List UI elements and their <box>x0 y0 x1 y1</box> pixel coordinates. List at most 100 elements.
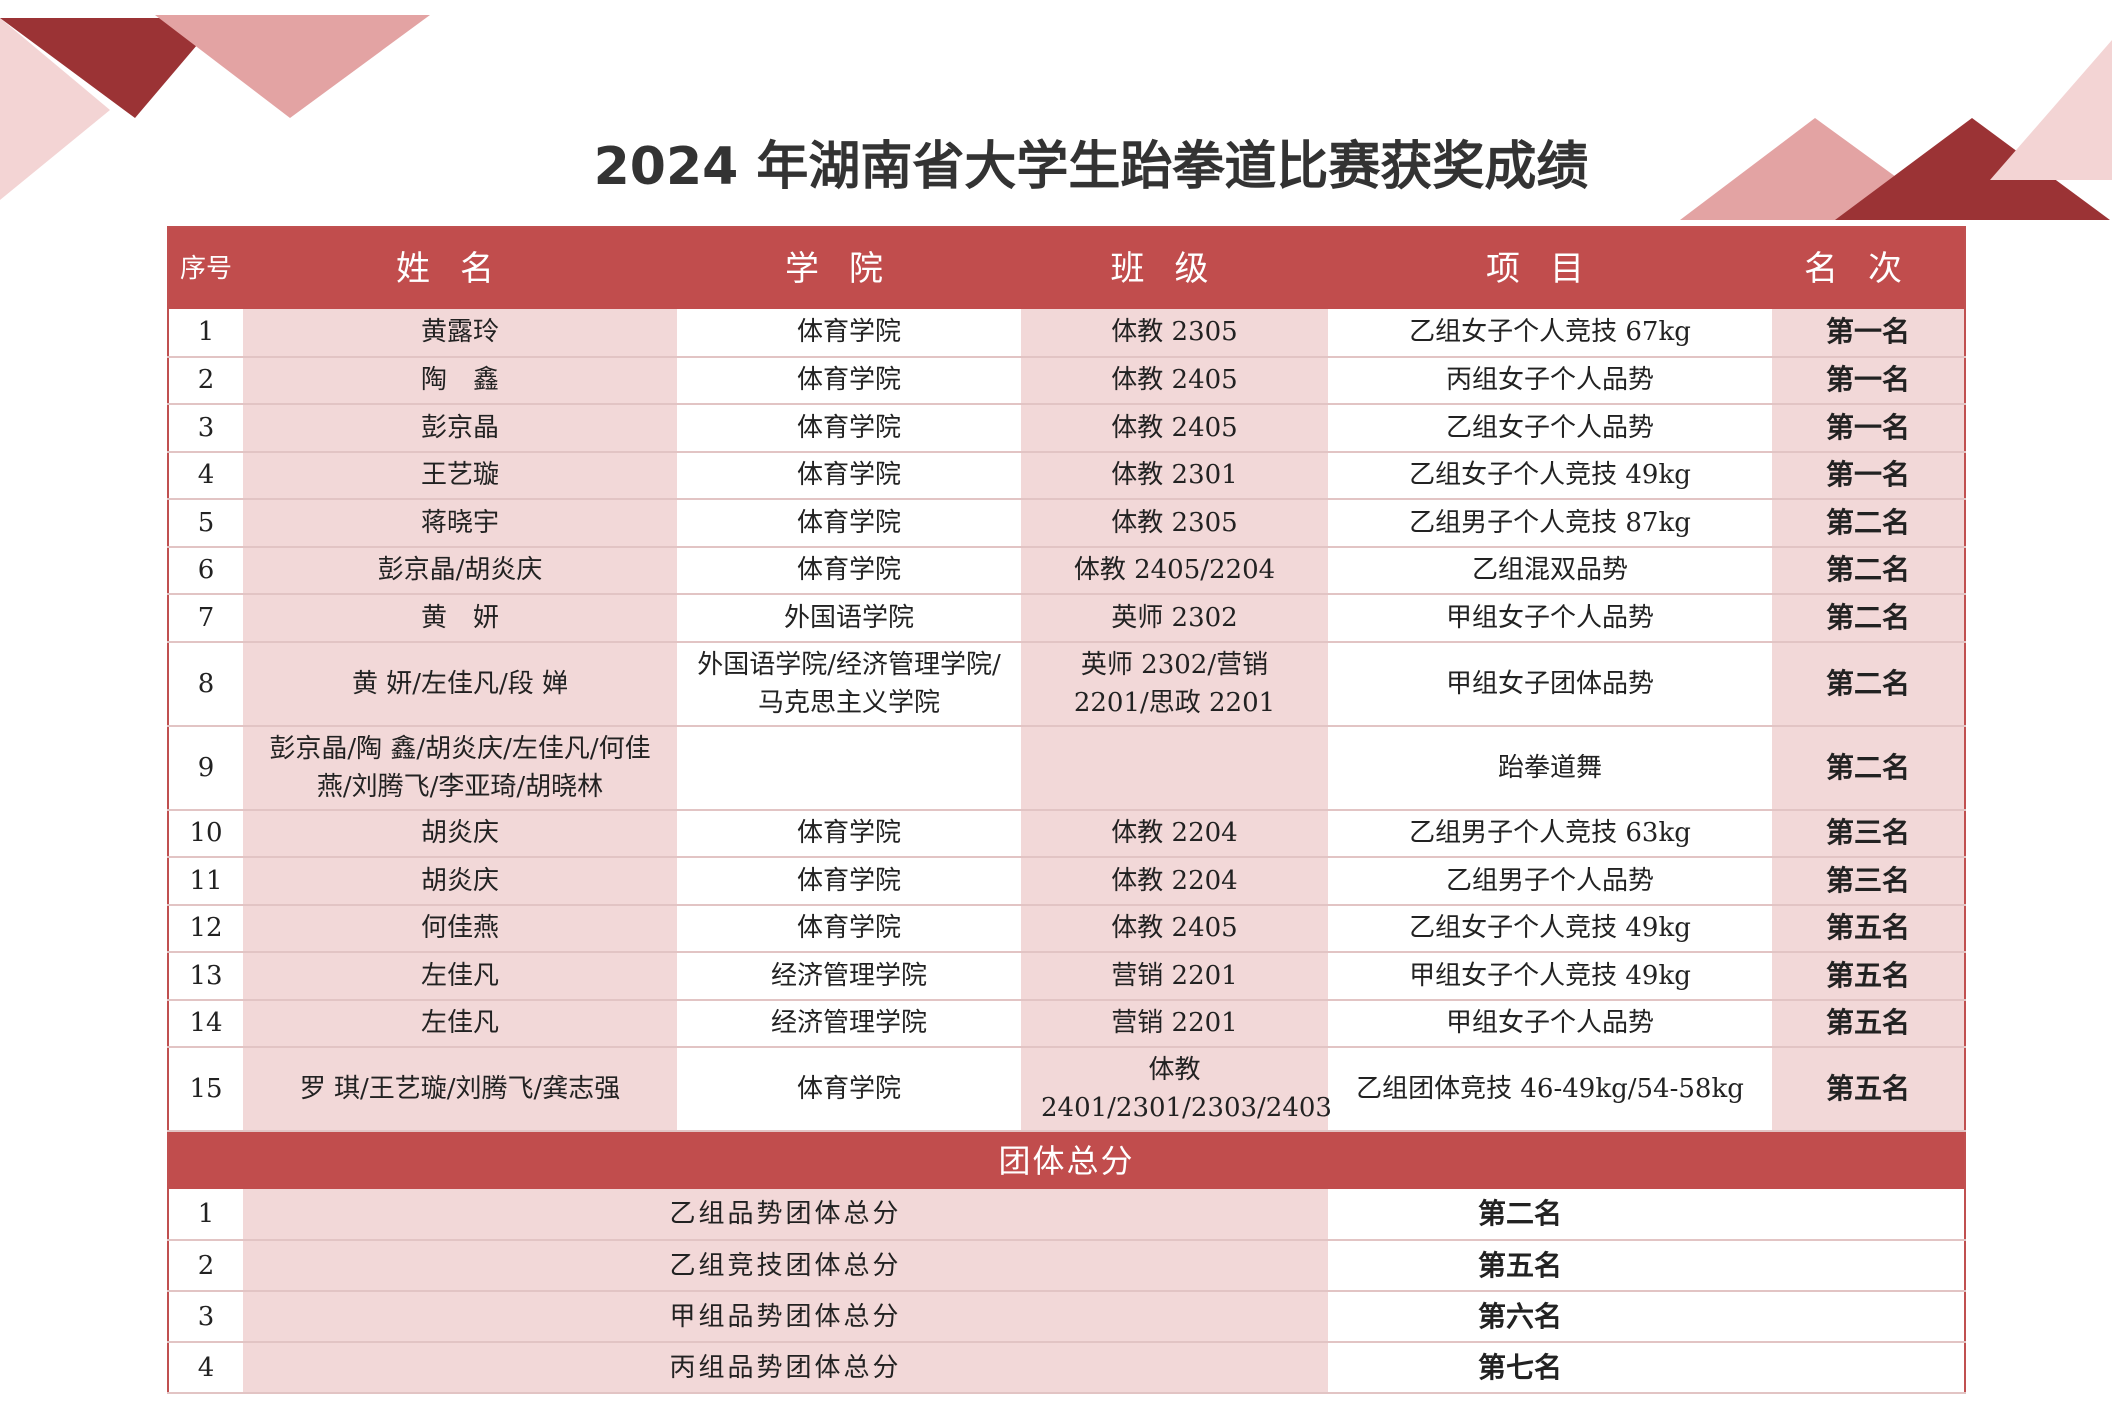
team-seq: 3 <box>168 1291 243 1343</box>
cell-college: 体育学院 <box>677 499 1021 548</box>
team-rank: 第五名 <box>1328 1240 1965 1292</box>
cell-class: 体教 2405 <box>1021 904 1328 953</box>
cell-seq: 2 <box>168 356 243 405</box>
cell-event: 丙组女子个人品势 <box>1328 356 1772 405</box>
cell-name: 左佳凡 <box>243 952 677 1001</box>
cell-rank: 第二名 <box>1772 499 1965 548</box>
cell-event: 乙组男子个人竞技 87kg <box>1328 499 1772 548</box>
table-row: 5 蒋晓宇 体育学院 体教 2305 乙组男子个人竞技 87kg 第二名 <box>168 499 1965 548</box>
cell-name: 黄 妍 <box>243 594 677 643</box>
cell-seq: 5 <box>168 499 243 548</box>
cell-rank: 第三名 <box>1772 809 1965 858</box>
team-seq: 2 <box>168 1240 243 1292</box>
team-rank: 第六名 <box>1328 1291 1965 1343</box>
team-item: 甲组品势团体总分 <box>243 1291 1328 1343</box>
table-row: 3 彭京晶 体育学院 体教 2405 乙组女子个人品势 第一名 <box>168 404 1965 453</box>
table-row: 4 王艺璇 体育学院 体教 2301 乙组女子个人竞技 49kg 第一名 <box>168 451 1965 500</box>
table-row: 1 黄露玲 体育学院 体教 2305 乙组女子个人竞技 67kg 第一名 <box>168 309 1965 358</box>
cell-event: 乙组女子个人竞技 49kg <box>1328 904 1772 953</box>
cell-college: 外国语学院 <box>677 594 1021 643</box>
team-rank: 第七名 <box>1328 1342 1965 1394</box>
cell-name: 王艺璇 <box>243 451 677 500</box>
cell-college: 体育学院 <box>677 809 1021 858</box>
cell-name: 黄露玲 <box>243 309 677 358</box>
cell-event: 乙组女子个人竞技 67kg <box>1328 309 1772 358</box>
table-row: 15 罗 琪/王艺璇/刘腾飞/龚志强 体育学院 体教 2401/2301/230… <box>168 1047 1965 1132</box>
cell-rank: 第二名 <box>1772 546 1965 595</box>
team-item: 乙组竞技团体总分 <box>243 1240 1328 1292</box>
cell-class: 体教 2405 <box>1021 356 1328 405</box>
cell-rank: 第五名 <box>1772 952 1965 1001</box>
header-rank: 名次 <box>1772 227 1965 309</box>
cell-seq: 3 <box>168 404 243 453</box>
cell-event: 乙组女子个人品势 <box>1328 404 1772 453</box>
cell-college: 经济管理学院 <box>677 999 1021 1048</box>
cell-rank: 第一名 <box>1772 309 1965 358</box>
header-seq: 序号 <box>168 227 243 309</box>
cell-college: 体育学院 <box>677 546 1021 595</box>
cell-class: 体教 2401/2301/2303/2403 <box>1021 1047 1332 1132</box>
cell-class <box>1021 725 1328 811</box>
cell-college: 体育学院 <box>677 857 1021 906</box>
cell-event: 甲组女子团体品势 <box>1328 641 1772 727</box>
cell-college: 体育学院 <box>677 1047 1021 1132</box>
cell-class: 营销 2201 <box>1021 952 1328 1001</box>
cell-college: 体育学院 <box>677 404 1021 453</box>
team-section-header: 团体总分 <box>168 1131 1965 1189</box>
team-seq: 4 <box>168 1342 243 1394</box>
cell-rank: 第二名 <box>1772 725 1965 811</box>
cell-rank: 第一名 <box>1772 404 1965 453</box>
cell-college: 体育学院 <box>677 356 1021 405</box>
cell-class: 体教 2405 <box>1021 404 1328 453</box>
cell-name: 陶 鑫 <box>243 356 677 405</box>
cell-name: 彭京晶/胡炎庆 <box>243 546 677 595</box>
team-row: 3 甲组品势团体总分 第六名 <box>168 1291 1965 1343</box>
results-table: 序号 姓名 学院 班级 项目 名次 1 黄露玲 体育学院 体教 2305 乙组女… <box>167 226 1966 1394</box>
table-row: 9 彭京晶/陶 鑫/胡炎庆/左佳凡/何佳燕/刘腾飞/李亚琦/胡晓林 跆拳道舞 第… <box>168 725 1965 811</box>
cell-class: 体教 2305 <box>1021 499 1328 548</box>
cell-seq: 1 <box>168 309 243 358</box>
cell-event: 乙组团体竞技 46-49kg/54-58kg <box>1328 1047 1772 1132</box>
header-event: 项目 <box>1328 227 1772 309</box>
table-row: 14 左佳凡 经济管理学院 营销 2201 甲组女子个人品势 第五名 <box>168 999 1965 1048</box>
cell-seq: 4 <box>168 451 243 500</box>
cell-seq: 7 <box>168 594 243 643</box>
cell-seq: 13 <box>168 952 243 1001</box>
cell-class: 体教 2204 <box>1021 857 1328 906</box>
table-row: 7 黄 妍 外国语学院 英师 2302 甲组女子个人品势 第二名 <box>168 594 1965 643</box>
page-title: 2024 年湖南省大学生跆拳道比赛获奖成绩 <box>593 137 1589 197</box>
team-row: 1 乙组品势团体总分 第二名 <box>168 1189 1965 1241</box>
cell-rank: 第一名 <box>1772 356 1965 405</box>
cell-rank: 第五名 <box>1772 904 1965 953</box>
header-class: 班级 <box>1021 227 1328 309</box>
team-item: 乙组品势团体总分 <box>243 1189 1328 1241</box>
cell-college: 体育学院 <box>677 451 1021 500</box>
table-row: 11 胡炎庆 体育学院 体教 2204 乙组男子个人品势 第三名 <box>168 857 1965 906</box>
cell-name: 胡炎庆 <box>243 857 677 906</box>
cell-event: 甲组女子个人品势 <box>1328 594 1772 643</box>
cell-event: 乙组男子个人品势 <box>1328 857 1772 906</box>
decorative-triangles <box>0 15 2112 220</box>
cell-seq: 11 <box>168 857 243 906</box>
cell-rank: 第二名 <box>1772 594 1965 643</box>
table-row: 10 胡炎庆 体育学院 体教 2204 乙组男子个人竞技 63kg 第三名 <box>168 809 1965 858</box>
cell-seq: 15 <box>168 1047 243 1132</box>
cell-event: 乙组混双品势 <box>1328 546 1772 595</box>
table-row: 12 何佳燕 体育学院 体教 2405 乙组女子个人竞技 49kg 第五名 <box>168 904 1965 953</box>
cell-seq: 10 <box>168 809 243 858</box>
cell-seq: 14 <box>168 999 243 1048</box>
table-row: 8 黄 妍/左佳凡/段 婵 外国语学院/经济管理学院/马克思主义学院 英师 23… <box>168 641 1965 727</box>
cell-seq: 9 <box>168 725 243 811</box>
cell-event: 跆拳道舞 <box>1328 725 1772 811</box>
team-item: 丙组品势团体总分 <box>243 1342 1328 1394</box>
cell-class: 英师 2302/营销 2201/思政 2201 <box>1021 641 1328 727</box>
cell-class: 英师 2302 <box>1021 594 1328 643</box>
cell-college: 体育学院 <box>677 309 1021 358</box>
cell-rank: 第五名 <box>1772 999 1965 1048</box>
cell-college: 体育学院 <box>677 904 1021 953</box>
cell-event: 甲组女子个人竞技 49kg <box>1328 952 1772 1001</box>
cell-rank: 第二名 <box>1772 641 1965 727</box>
cell-rank: 第三名 <box>1772 857 1965 906</box>
cell-event: 乙组男子个人竞技 63kg <box>1328 809 1772 858</box>
cell-class: 体教 2305 <box>1021 309 1328 358</box>
